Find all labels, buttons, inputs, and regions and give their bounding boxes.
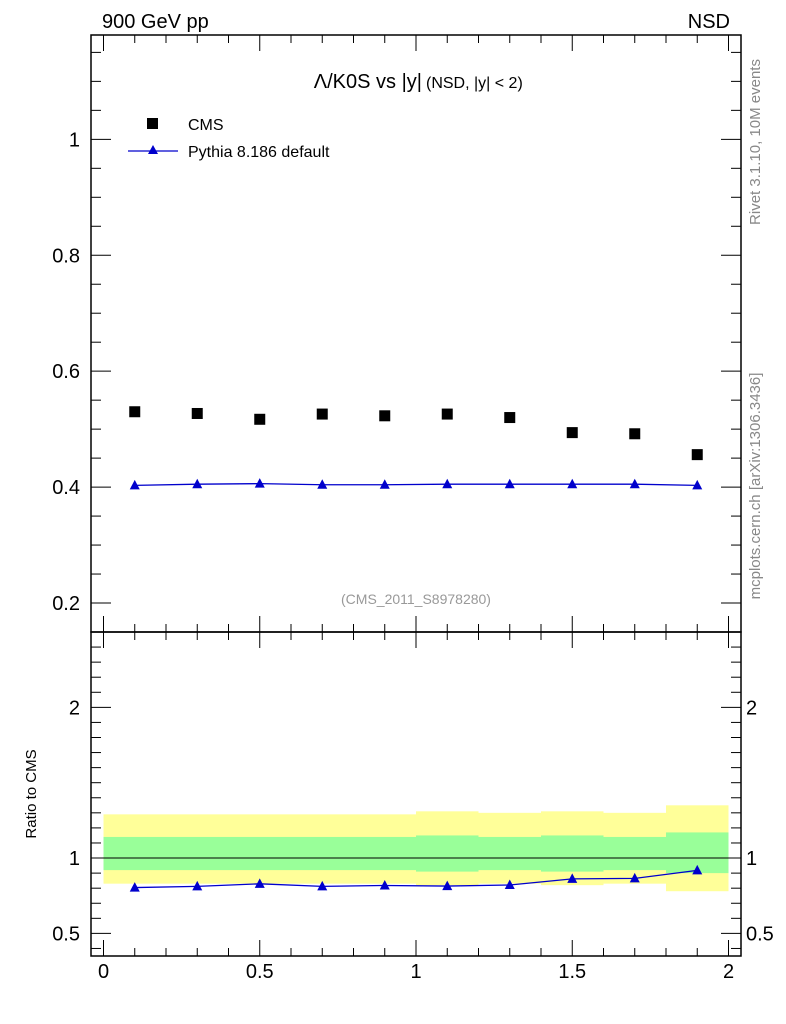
pythia-main-point <box>379 479 390 489</box>
pythia-ratio-point <box>317 880 328 891</box>
cms-data-point <box>254 413 266 425</box>
chart-title-sub: (NSD, |y| < 2) <box>426 75 523 92</box>
ratio-ticks <box>91 631 741 956</box>
pythia-ratio-point <box>692 864 703 875</box>
pythia-ratio-line <box>134 869 698 889</box>
pythia-main-point <box>192 478 203 489</box>
cms-data-point <box>504 412 516 424</box>
ratio-inner-band <box>603 836 666 871</box>
cms-data-point <box>191 407 203 419</box>
ratio-y-tick-label-right: 1 <box>746 848 757 870</box>
main-y-tick-label: 1 <box>69 129 80 151</box>
x-tick-label: 1.5 <box>558 961 586 983</box>
pythia-main-point <box>504 478 515 489</box>
ratio-inner-band <box>541 835 604 872</box>
legend: CMS Pythia 8.186 default <box>128 117 330 161</box>
side-text-lower: mcplots.cern.ch [arXiv:1306.3436] <box>747 373 764 600</box>
x-tick-label: 0.5 <box>246 961 274 983</box>
pythia-main-point <box>629 478 640 489</box>
pythia-main-point <box>254 478 265 488</box>
main-series <box>129 406 703 490</box>
main-y-tick-label: 0.2 <box>52 593 80 615</box>
main-y-tick-label: 0.4 <box>52 477 80 499</box>
legend-cms-marker <box>147 118 158 129</box>
ratio-y-tick-label-right: 2 <box>746 697 757 719</box>
chart-title-main: Λ/K0S vs |y| <box>314 71 422 93</box>
pythia-ratio-point <box>129 882 140 892</box>
ratio-frame <box>90 631 742 957</box>
ratio-inner-band <box>228 836 291 871</box>
pythia-ratio-point <box>504 879 515 890</box>
pythia-main-point <box>317 479 328 489</box>
ratio-y-tick-label: 0.5 <box>52 923 80 945</box>
header-left: 900 GeV pp <box>102 11 209 33</box>
ratio-y-axis-label: Ratio to CMS <box>23 749 40 838</box>
x-tick-labels: 0 0.5 1 1.5 2 <box>98 961 734 983</box>
main-y-tick-label: 0.8 <box>52 245 80 267</box>
ratio-y-tick-label-right: 0.5 <box>746 923 774 945</box>
pythia-main-point <box>129 479 140 490</box>
ratio-inner-band <box>103 836 166 871</box>
pythia-ratio-point <box>379 879 390 890</box>
pythia-main-line <box>134 482 698 487</box>
ratio-inner-band <box>353 836 416 871</box>
pythia-main-point <box>692 479 703 490</box>
cms-data-point <box>129 406 141 418</box>
legend-pythia-label: Pythia 8.186 default <box>188 144 330 161</box>
x-tick-label: 2 <box>723 961 734 983</box>
main-y-tick-label: 0.6 <box>52 361 80 383</box>
pythia-ratio-point <box>254 878 265 888</box>
ratio-bands <box>103 805 729 892</box>
ratio-inner-band <box>478 836 541 871</box>
chart-title: Λ/K0S vs |y| (NSD, |y| < 2) <box>314 71 523 93</box>
ratio-inner-band <box>166 836 229 871</box>
ratio-inner-band <box>416 835 479 872</box>
cms-data-point <box>441 408 453 420</box>
x-tick-label: 1 <box>410 961 421 983</box>
ratio-series <box>129 864 703 892</box>
side-text-upper: Rivet 3.1.10, 10M events <box>747 59 764 225</box>
ratio-y-tick-label: 2 <box>69 697 80 719</box>
ratio-panel: 0.5 0.5 1 1 2 2 Ratio to CMS <box>23 631 774 957</box>
main-panel: 0.2 0.4 0.6 0.8 1 (CMS_2011_S8978280) Λ/K0S … <box>52 34 742 633</box>
ratio-y-tick-labels: 0.5 0.5 1 1 2 2 <box>52 697 774 945</box>
legend-pythia-marker <box>148 145 158 154</box>
cms-data-point <box>566 427 578 439</box>
pythia-main-point <box>567 478 578 489</box>
pythia-ratio-point <box>629 872 640 883</box>
ratio-y-tick-label: 1 <box>69 848 80 870</box>
main-y-tick-labels: 0.2 0.4 0.6 0.8 1 <box>52 129 80 615</box>
main-ticks <box>91 35 741 633</box>
cms-data-point <box>691 449 703 461</box>
pythia-ratio-point <box>567 873 578 883</box>
pythia-ratio-point <box>442 880 453 891</box>
cms-data-point <box>379 410 391 422</box>
pythia-main-point <box>442 478 453 489</box>
pythia-ratio-point <box>192 880 203 891</box>
cms-data-point <box>629 428 641 440</box>
legend-cms-label: CMS <box>188 117 224 134</box>
x-tick-label: 0 <box>98 961 109 983</box>
ratio-inner-band <box>291 836 354 871</box>
chart-watermark: (CMS_2011_S8978280) <box>341 591 491 607</box>
header-right: NSD <box>688 11 730 33</box>
cms-data-point <box>316 408 328 420</box>
